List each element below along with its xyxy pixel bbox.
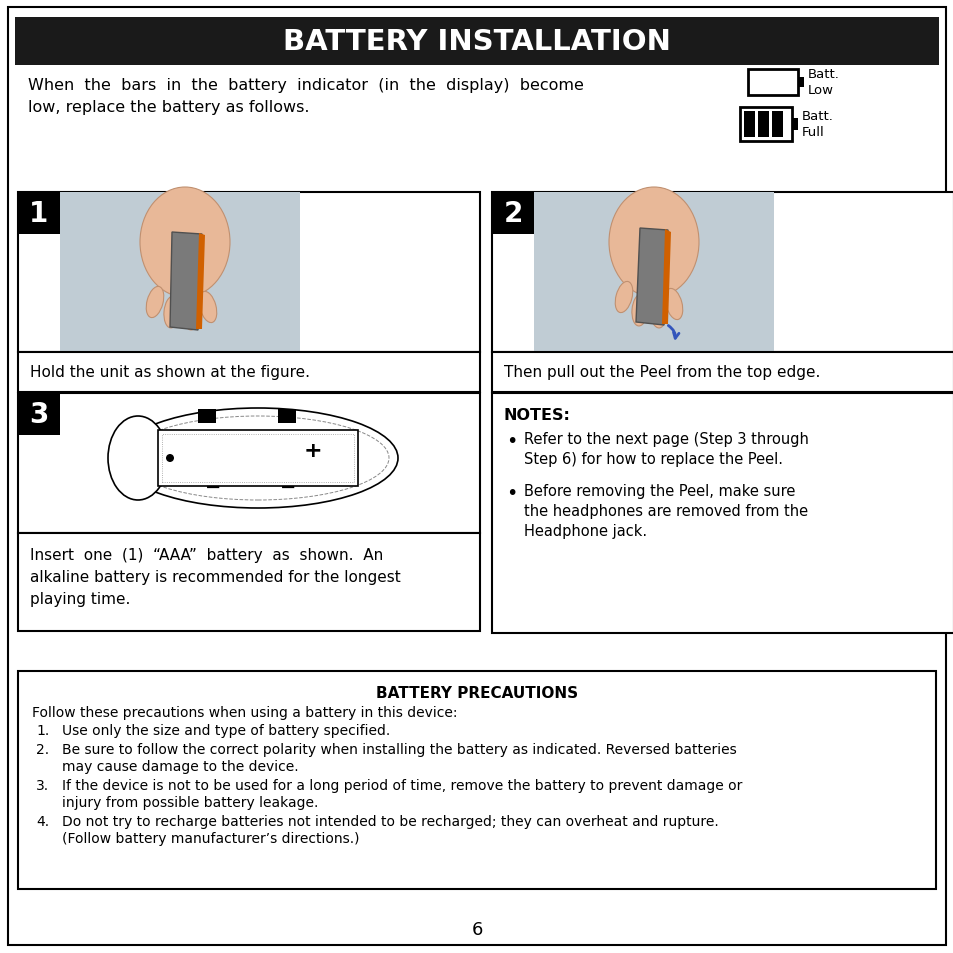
Text: Refer to the next page (Step 3 through: Refer to the next page (Step 3 through (523, 432, 808, 447)
Text: −: − (205, 477, 221, 496)
Bar (791, 119, 797, 131)
Ellipse shape (631, 294, 647, 327)
Ellipse shape (146, 287, 164, 318)
Bar (158, 431, 357, 486)
Ellipse shape (608, 188, 699, 297)
Bar (162, 435, 354, 482)
Ellipse shape (615, 282, 632, 314)
Polygon shape (170, 233, 202, 331)
Bar (18, 353, 479, 393)
Text: BATTERY PRECAUTIONS: BATTERY PRECAUTIONS (375, 685, 578, 700)
Ellipse shape (118, 409, 397, 509)
Ellipse shape (140, 188, 230, 297)
Text: 1: 1 (30, 200, 49, 228)
Bar (15, 18, 938, 66)
Text: low, replace the battery as follows.: low, replace the battery as follows. (28, 100, 309, 115)
Text: the headphones are removed from the: the headphones are removed from the (523, 503, 807, 518)
Text: When  the  bars  in  the  battery  indicator  (in  the  display)  become: When the bars in the battery indicator (… (28, 78, 583, 92)
Polygon shape (661, 230, 670, 325)
Text: 4.: 4. (36, 814, 49, 828)
Bar (18, 394, 479, 534)
Bar (747, 70, 797, 96)
Bar (492, 353, 953, 393)
Text: Do not try to recharge batteries not intended to be recharged; they can overheat: Do not try to recharge batteries not int… (62, 814, 718, 828)
Text: 2: 2 (503, 200, 522, 228)
Bar (797, 78, 803, 88)
Bar (492, 394, 953, 634)
Text: playing time.: playing time. (30, 592, 131, 606)
Text: Batt.
Low: Batt. Low (807, 69, 839, 97)
Bar (198, 410, 215, 423)
Text: Insert  one  (1)  “AAA”  battery  as  shown.  An: Insert one (1) “AAA” battery as shown. A… (30, 547, 383, 562)
Text: 2.: 2. (36, 742, 49, 757)
Text: −: − (279, 477, 295, 496)
Ellipse shape (108, 416, 168, 500)
Text: Step 6) for how to replace the Peel.: Step 6) for how to replace the Peel. (523, 452, 782, 467)
Ellipse shape (164, 296, 180, 329)
Polygon shape (195, 233, 205, 330)
Bar (771, 112, 782, 138)
Text: injury from possible battery leakage.: injury from possible battery leakage. (62, 795, 318, 809)
Text: 3.: 3. (36, 779, 49, 792)
Bar (740, 108, 791, 142)
Text: alkaline battery is recommended for the longest: alkaline battery is recommended for the … (30, 569, 400, 584)
Polygon shape (636, 229, 667, 326)
Text: •: • (505, 483, 517, 502)
Text: Follow these precautions when using a battery in this device:: Follow these precautions when using a ba… (32, 705, 457, 720)
Bar (18, 193, 60, 234)
Text: (Follow battery manufacturer’s directions.): (Follow battery manufacturer’s direction… (62, 831, 359, 845)
Text: may cause damage to the device.: may cause damage to the device. (62, 760, 298, 773)
Text: If the device is not to be used for a long period of time, remove the battery to: If the device is not to be used for a lo… (62, 779, 741, 792)
Text: Batt.
Full: Batt. Full (801, 111, 833, 139)
Text: Headphone jack.: Headphone jack. (523, 523, 646, 538)
Text: 1.: 1. (36, 723, 50, 738)
Bar (60, 193, 299, 353)
Text: NOTES:: NOTES: (503, 408, 570, 422)
Text: •: • (505, 432, 517, 451)
Text: +: + (303, 440, 322, 460)
Ellipse shape (182, 298, 198, 331)
Bar (492, 193, 534, 234)
Text: 3: 3 (30, 400, 49, 429)
Bar (18, 394, 60, 436)
Bar (758, 112, 768, 138)
Bar (60, 193, 299, 353)
Text: Hold the unit as shown at the figure.: Hold the unit as shown at the figure. (30, 365, 310, 380)
Bar (18, 671, 935, 889)
Text: Before removing the Peel, make sure: Before removing the Peel, make sure (523, 483, 795, 498)
Text: Use only the size and type of battery specified.: Use only the size and type of battery sp… (62, 723, 390, 738)
Text: Then pull out the Peel from the top edge.: Then pull out the Peel from the top edge… (503, 365, 820, 380)
Bar (492, 193, 953, 353)
Bar (743, 112, 754, 138)
Bar (277, 410, 295, 423)
Text: BATTERY INSTALLATION: BATTERY INSTALLATION (283, 28, 670, 56)
Bar (18, 193, 479, 353)
Bar (18, 534, 479, 631)
Ellipse shape (649, 296, 665, 329)
Ellipse shape (199, 293, 216, 323)
Ellipse shape (166, 455, 173, 462)
Ellipse shape (127, 416, 389, 500)
Ellipse shape (664, 289, 682, 320)
Text: 6: 6 (471, 920, 482, 938)
Bar (534, 193, 773, 353)
Text: Be sure to follow the correct polarity when installing the battery as indicated.: Be sure to follow the correct polarity w… (62, 742, 736, 757)
